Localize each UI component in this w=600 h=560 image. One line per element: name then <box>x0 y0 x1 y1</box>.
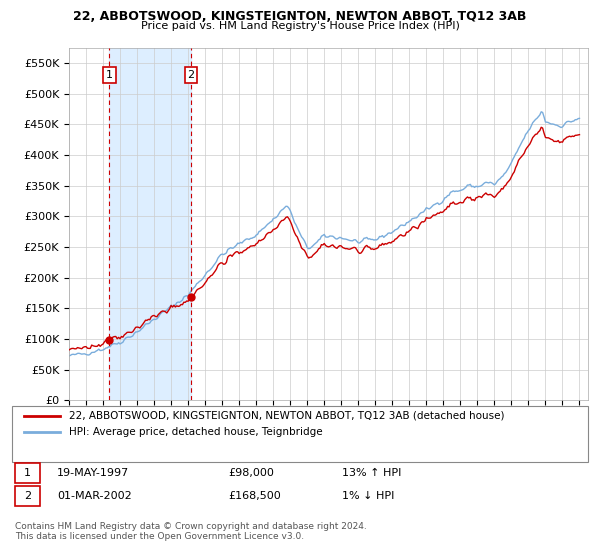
Text: 22, ABBOTSWOOD, KINGSTEIGNTON, NEWTON ABBOT, TQ12 3AB: 22, ABBOTSWOOD, KINGSTEIGNTON, NEWTON AB… <box>73 10 527 23</box>
Text: £168,500: £168,500 <box>228 491 281 501</box>
Text: 01-MAR-2002: 01-MAR-2002 <box>57 491 132 501</box>
Text: 2: 2 <box>187 70 194 80</box>
Bar <box>109 48 191 400</box>
Text: 13% ↑ HPI: 13% ↑ HPI <box>342 468 401 478</box>
Text: Price paid vs. HM Land Registry's House Price Index (HPI): Price paid vs. HM Land Registry's House … <box>140 21 460 31</box>
Text: 19-MAY-1997: 19-MAY-1997 <box>57 468 129 478</box>
Text: Contains HM Land Registry data © Crown copyright and database right 2024.
This d: Contains HM Land Registry data © Crown c… <box>15 522 367 542</box>
Text: 1: 1 <box>106 70 113 80</box>
Text: 1: 1 <box>24 468 31 478</box>
Text: 2: 2 <box>24 491 31 501</box>
Text: 1% ↓ HPI: 1% ↓ HPI <box>342 491 394 501</box>
Text: £98,000: £98,000 <box>228 468 274 478</box>
Text: HPI: Average price, detached house, Teignbridge: HPI: Average price, detached house, Teig… <box>69 427 323 437</box>
Text: 22, ABBOTSWOOD, KINGSTEIGNTON, NEWTON ABBOT, TQ12 3AB (detached house): 22, ABBOTSWOOD, KINGSTEIGNTON, NEWTON AB… <box>69 410 505 421</box>
